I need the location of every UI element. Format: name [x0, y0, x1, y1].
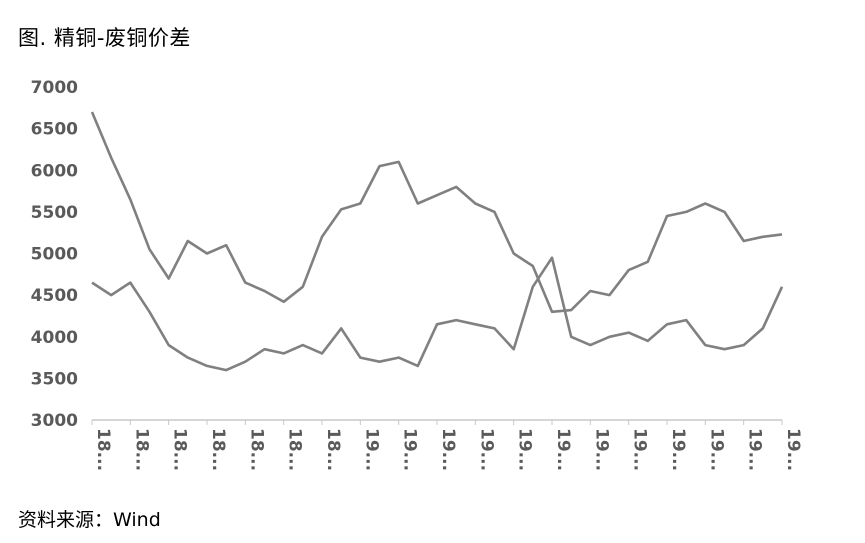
x-tick-label: 18...: [131, 428, 151, 471]
y-tick-label: 5500: [31, 203, 78, 223]
y-axis: 3000 3500 4000 4500 5000 5500 6000 6500 7000: [31, 78, 78, 431]
x-tick-label: 19...: [745, 428, 765, 471]
x-tick-label: 19...: [553, 428, 573, 471]
x-tick-label: 19...: [630, 428, 650, 471]
x-tick-label: 18...: [170, 428, 190, 471]
x-tick-label: 18...: [323, 428, 343, 471]
x-tick-label: 19...: [438, 428, 458, 471]
source-note: 资料来源：Wind: [18, 509, 161, 531]
y-tick-label: 4500: [31, 286, 78, 306]
y-tick-label: 7000: [31, 78, 78, 98]
x-tick-label: 18...: [285, 428, 305, 471]
x-tick-label: 18...: [93, 428, 113, 471]
x-axis: 18... 18... 18... 18... 18... 18... 18... 19...…: [91, 419, 803, 471]
x-tick-label: 19...: [783, 428, 803, 471]
y-tick-label: 6500: [31, 120, 78, 140]
x-tick-label: 18...: [208, 428, 228, 471]
x-tick-label: 19...: [476, 428, 496, 471]
x-tick-label: 18...: [246, 428, 266, 471]
series-group: [90, 111, 784, 372]
y-tick-label: 3500: [31, 369, 78, 389]
x-tick-label: 19...: [400, 428, 420, 471]
y-tick-label: 3000: [31, 411, 78, 431]
x-tick-label: 19...: [591, 428, 611, 471]
x-tick-label: 19...: [515, 428, 535, 471]
x-tick-label: 19...: [668, 428, 688, 471]
series-line-1: [90, 111, 783, 314]
series-line-2: [91, 256, 784, 372]
x-tick-label: 19...: [706, 428, 726, 471]
y-tick-label: 5000: [31, 245, 78, 265]
chart-title: 图. 精铜-废铜价差: [18, 26, 191, 50]
x-tick-label: 19...: [361, 428, 381, 471]
y-tick-label: 6000: [31, 161, 78, 181]
y-tick-label: 4000: [31, 328, 78, 348]
